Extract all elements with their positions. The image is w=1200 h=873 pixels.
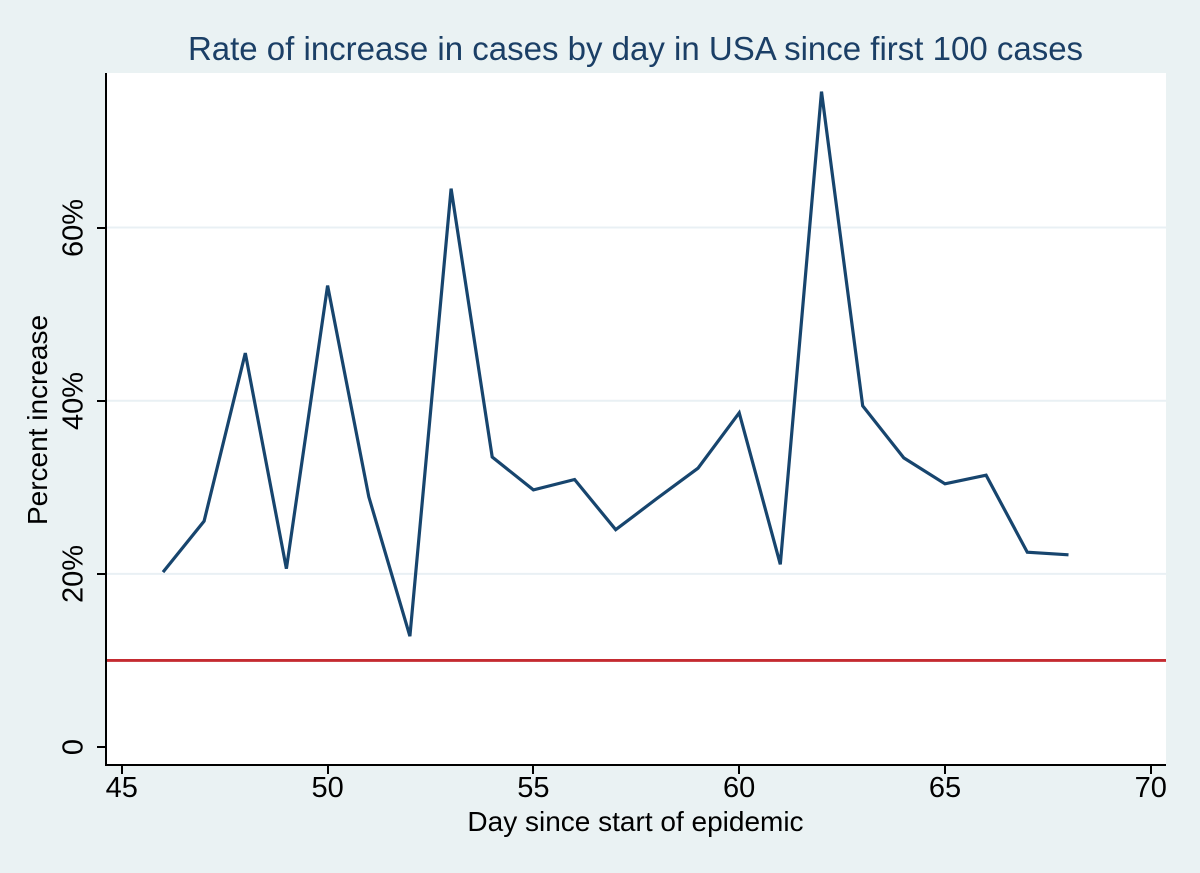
x-axis-title: Day since start of epidemic	[467, 806, 804, 837]
x-tick-mark-45	[120, 766, 123, 774]
y-tick-label-0: 0	[57, 738, 90, 756]
y-tick-mark-20	[97, 572, 105, 575]
x-tick-label-55: 55	[517, 772, 550, 804]
plot-area	[105, 73, 1166, 766]
x-tick-label-60: 60	[723, 772, 756, 804]
y-tick-mark-0	[97, 746, 105, 749]
y-tick-mark-40	[97, 399, 105, 402]
x-tick-label-50: 50	[311, 772, 344, 804]
y-axis-title: Percent increase	[22, 314, 53, 526]
y-tick-label-60: 60%	[57, 198, 90, 257]
x-tick-mark-70	[1149, 766, 1152, 774]
y-tick-mark-60	[97, 226, 105, 229]
cases-line	[161, 91, 1069, 637]
chart-title: Rate of increase in cases by day in USA …	[187, 30, 1084, 67]
x-tick-label-45: 45	[105, 772, 138, 804]
x-tick-mark-55	[532, 766, 535, 774]
x-tick-mark-60	[738, 766, 741, 774]
x-tick-label-70: 70	[1134, 772, 1167, 804]
x-tick-label-65: 65	[928, 772, 962, 804]
x-tick-mark-50	[326, 766, 329, 774]
x-tick-mark-65	[943, 766, 946, 774]
y-tick-label-40: 40%	[57, 371, 90, 430]
y-tick-label-20: 20%	[57, 544, 90, 603]
plot-svg	[107, 91, 1166, 662]
